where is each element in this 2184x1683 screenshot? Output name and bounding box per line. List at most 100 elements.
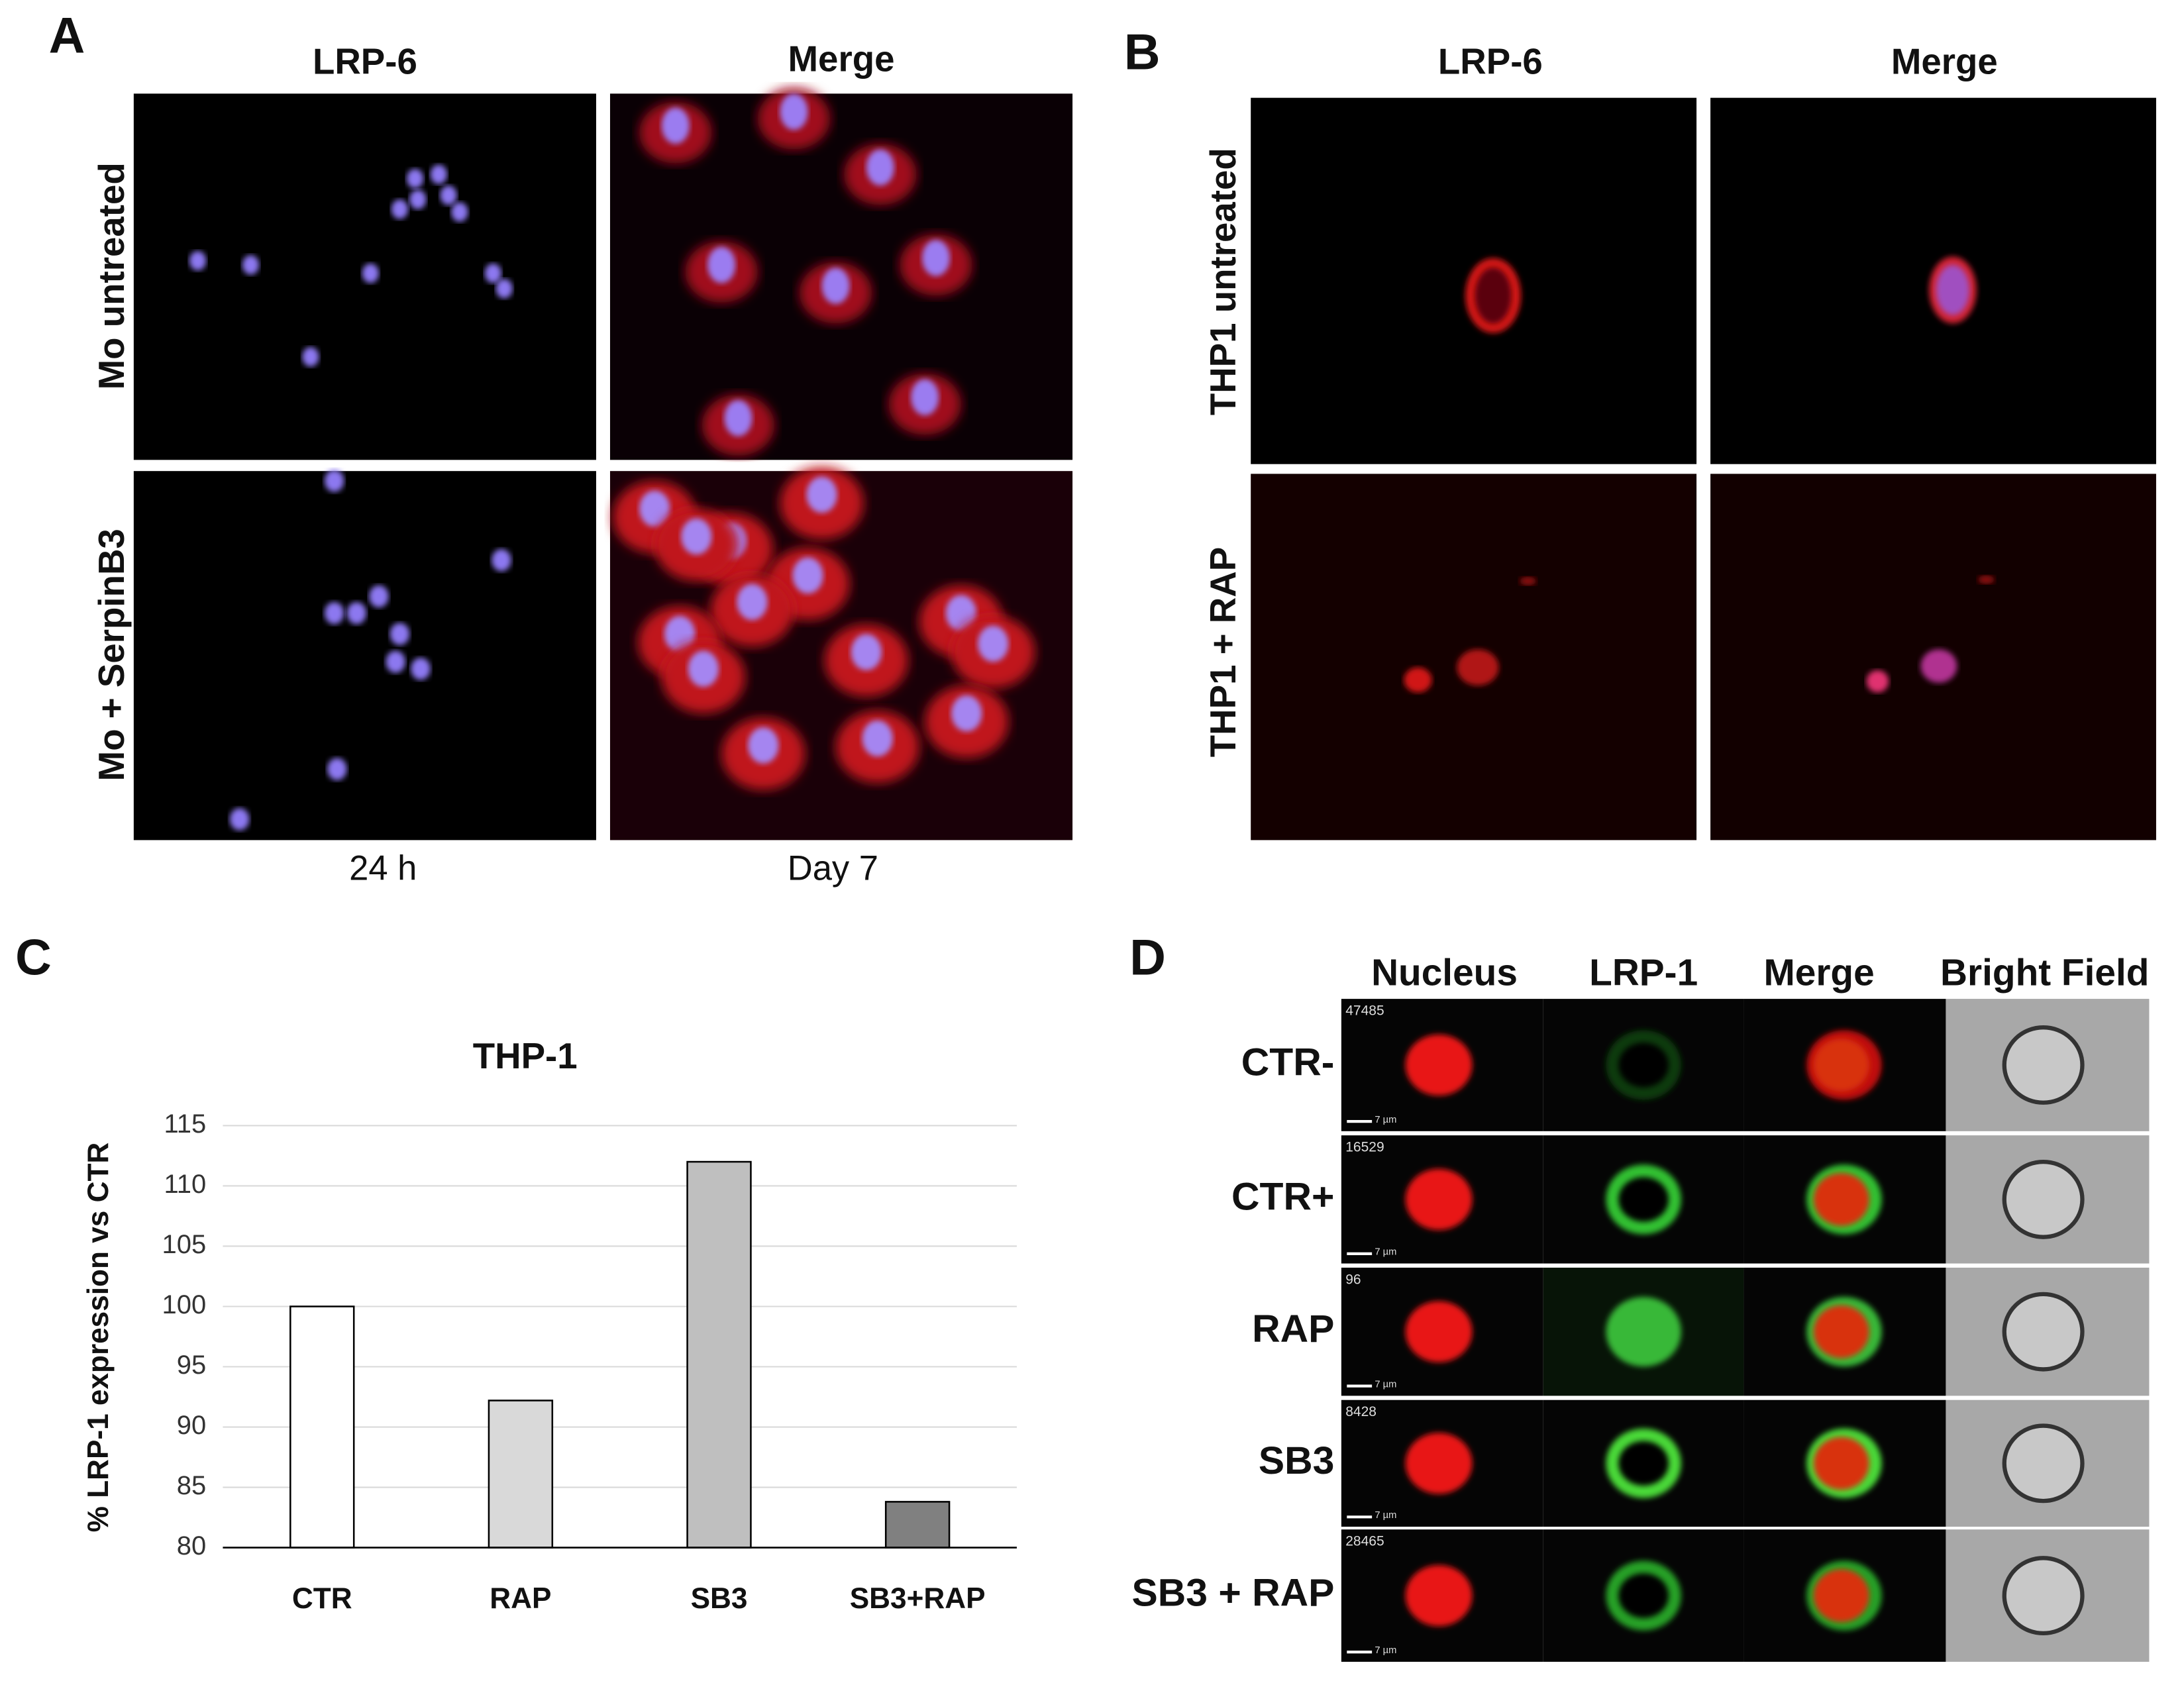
y-axis-label: % LRP-1 expression vs CTR bbox=[82, 1143, 115, 1533]
cell bbox=[406, 168, 424, 189]
cell bbox=[724, 399, 753, 436]
cell bbox=[484, 263, 501, 283]
cell bbox=[1936, 264, 1970, 315]
panel-letter: C bbox=[15, 929, 52, 986]
cell bbox=[978, 625, 1009, 662]
cell bbox=[821, 268, 850, 304]
cell bbox=[866, 149, 894, 186]
row-label: CTR- bbox=[1241, 1041, 1335, 1084]
cell bbox=[386, 650, 405, 674]
cell bbox=[639, 490, 670, 527]
x-tick-label: SB3 bbox=[691, 1582, 748, 1615]
cell bbox=[1404, 667, 1432, 693]
cell bbox=[1813, 1569, 1869, 1623]
row-label: Mo untreated bbox=[91, 162, 132, 389]
y-tick-label: 85 bbox=[177, 1471, 206, 1500]
row-label: THP1 untreated bbox=[1203, 148, 1243, 415]
bright-field-cell bbox=[2002, 1556, 2085, 1636]
column-header: LRP-1 bbox=[1589, 952, 1698, 994]
cell bbox=[1813, 1039, 1869, 1092]
cell bbox=[661, 107, 690, 144]
cell bbox=[327, 758, 347, 780]
cell bbox=[1606, 1297, 1681, 1367]
y-tick-label: 105 bbox=[162, 1230, 207, 1259]
y-tick-label: 100 bbox=[162, 1290, 207, 1319]
scale-label: 7 µm bbox=[1375, 1115, 1396, 1125]
object-id: 96 bbox=[1345, 1272, 1361, 1287]
cell bbox=[792, 557, 823, 594]
cell bbox=[707, 246, 736, 283]
cell bbox=[1405, 1564, 1473, 1627]
row-label: THP1 + RAP bbox=[1203, 547, 1243, 757]
object-id: 8428 bbox=[1345, 1404, 1377, 1419]
bright-field-cell bbox=[2002, 1423, 2085, 1504]
row-label: CTR+ bbox=[1231, 1175, 1334, 1218]
cell bbox=[242, 255, 260, 275]
cell bbox=[1457, 649, 1499, 686]
cell bbox=[409, 189, 427, 209]
y-tick-label: 115 bbox=[164, 1109, 207, 1139]
cell bbox=[1405, 1301, 1473, 1362]
column-footer: Day 7 bbox=[788, 849, 878, 888]
column-header: Bright Field bbox=[1940, 952, 2149, 994]
cell bbox=[430, 164, 447, 185]
cell bbox=[1618, 1043, 1669, 1088]
cell bbox=[1813, 1172, 1869, 1226]
cell bbox=[492, 548, 511, 572]
micrograph bbox=[133, 471, 596, 841]
y-tick-label: 90 bbox=[177, 1411, 206, 1440]
cell bbox=[1618, 1573, 1669, 1618]
cell bbox=[324, 601, 344, 625]
cell bbox=[1405, 1168, 1473, 1231]
cell bbox=[748, 727, 779, 764]
cell bbox=[806, 476, 837, 513]
scale-label: 7 µm bbox=[1375, 1645, 1396, 1656]
column-header: Merge bbox=[1891, 42, 1998, 82]
cell bbox=[362, 263, 379, 283]
cell bbox=[346, 601, 367, 625]
cell bbox=[1866, 670, 1889, 693]
cell bbox=[495, 279, 513, 299]
row-label: SB3 + RAP bbox=[1132, 1572, 1335, 1615]
bright-field-cell bbox=[2002, 1159, 2085, 1239]
x-tick-label: SB3+RAP bbox=[850, 1582, 986, 1615]
column-header: LRP-6 bbox=[313, 42, 417, 82]
cell bbox=[1813, 1437, 1869, 1490]
row-label: RAP bbox=[1252, 1307, 1334, 1351]
column-header: Nucleus bbox=[1371, 952, 1518, 994]
bar bbox=[289, 1305, 355, 1549]
cell bbox=[440, 185, 457, 205]
column-header: LRP-6 bbox=[1438, 42, 1543, 82]
cell bbox=[1618, 1441, 1669, 1486]
cell bbox=[737, 584, 768, 621]
cell bbox=[1618, 1177, 1669, 1222]
row-label: Mo + SerpinB3 bbox=[91, 529, 132, 781]
bar bbox=[488, 1400, 554, 1549]
object-id: 28465 bbox=[1345, 1534, 1384, 1549]
cell bbox=[780, 93, 808, 130]
cell bbox=[1405, 1433, 1473, 1494]
cell bbox=[391, 199, 409, 219]
chart-title: THP-1 bbox=[473, 1036, 578, 1076]
cell bbox=[911, 379, 939, 416]
column-footer: 24 h bbox=[349, 849, 417, 888]
cell bbox=[688, 650, 719, 688]
row-label: SB3 bbox=[1259, 1439, 1335, 1482]
bright-field-cell bbox=[2002, 1292, 2085, 1372]
scale-label: 7 µm bbox=[1375, 1379, 1396, 1390]
object-id: 47485 bbox=[1345, 1003, 1384, 1019]
cell bbox=[189, 250, 207, 271]
cell bbox=[945, 595, 976, 631]
y-tick-label: 95 bbox=[177, 1351, 206, 1380]
panel-letter: B bbox=[1124, 25, 1161, 81]
panel-letter: D bbox=[1129, 929, 1166, 986]
cell bbox=[1977, 575, 1995, 584]
scale-label: 7 µm bbox=[1375, 1510, 1396, 1521]
cell bbox=[451, 202, 468, 222]
cell bbox=[229, 808, 250, 831]
cell bbox=[1520, 576, 1537, 586]
cell bbox=[390, 623, 410, 646]
y-tick-label: 80 bbox=[177, 1531, 206, 1560]
